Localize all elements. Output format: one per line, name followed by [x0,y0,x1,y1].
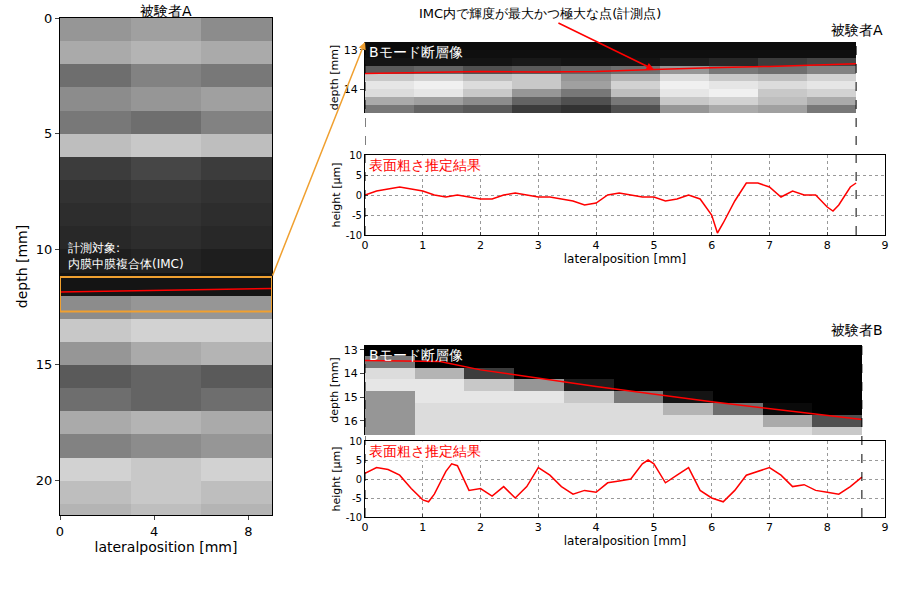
svg-text:8: 8 [824,239,831,252]
svg-text:9: 9 [882,521,889,534]
svg-text:15: 15 [36,357,53,372]
svg-text:5: 5 [650,521,657,534]
svg-text:7: 7 [766,521,773,534]
svg-text:-10: -10 [346,230,362,241]
svg-text:0: 0 [356,474,362,485]
svg-text:-5: -5 [352,493,362,504]
svg-text:0: 0 [44,11,52,26]
svg-text:depth [mm]: depth [mm] [328,45,341,111]
svg-text:5: 5 [356,455,362,466]
svg-text:13: 13 [344,344,358,357]
svg-text:-5: -5 [352,210,362,221]
svg-text:1: 1 [419,521,426,534]
svg-text:計測対象:内膜中膜複合体(IMC): 計測対象:内膜中膜複合体(IMC) [68,241,184,271]
svg-text:3: 3 [535,239,542,252]
svg-text:6: 6 [708,521,715,534]
svg-text:20: 20 [36,473,53,488]
svg-text:被験者A: 被験者A [831,22,883,38]
svg-text:-10: -10 [346,512,362,523]
svg-text:被験者B: 被験者B [831,322,883,338]
svg-text:lateralposition [mm]: lateralposition [mm] [564,252,686,266]
svg-text:15: 15 [344,391,358,404]
svg-text:4: 4 [150,524,158,539]
svg-text:5: 5 [356,170,362,181]
svg-text:depth [mm]: depth [mm] [328,357,341,423]
svg-text:Bモード断層像: Bモード断層像 [369,347,463,363]
svg-text:lateralposition [mm]: lateralposition [mm] [564,534,686,548]
svg-text:10: 10 [349,436,362,447]
svg-text:height [μm]: height [μm] [330,447,343,512]
svg-text:3: 3 [535,521,542,534]
svg-text:1: 1 [419,239,426,252]
svg-text:lateralposition [mm]: lateralposition [mm] [95,539,238,555]
svg-text:13: 13 [344,44,358,57]
svg-text:2: 2 [477,239,484,252]
svg-text:8: 8 [824,521,831,534]
svg-text:5: 5 [44,126,52,141]
svg-text:depth [mm]: depth [mm] [14,225,30,308]
svg-text:10: 10 [36,242,53,257]
svg-text:被験者A: 被験者A [140,3,192,19]
svg-text:0: 0 [362,239,369,252]
svg-text:Bモード断層像: Bモード断層像 [369,44,463,60]
svg-text:10: 10 [349,150,362,161]
svg-text:9: 9 [882,239,889,252]
svg-text:16: 16 [344,415,358,428]
svg-text:4: 4 [593,521,600,534]
svg-text:6: 6 [708,239,715,252]
svg-text:表面粗さ推定結果: 表面粗さ推定結果 [369,157,481,173]
svg-text:height [μm]: height [μm] [330,163,343,228]
svg-text:5: 5 [650,239,657,252]
svg-text:14: 14 [344,83,358,96]
svg-text:0: 0 [356,190,362,201]
svg-text:2: 2 [477,521,484,534]
svg-text:IMC内で輝度が最大かつ極大な点(計測点): IMC内で輝度が最大かつ極大な点(計測点) [419,6,661,21]
svg-text:7: 7 [766,239,773,252]
svg-text:0: 0 [362,521,369,534]
svg-text:4: 4 [593,239,600,252]
svg-text:14: 14 [344,367,358,380]
svg-text:8: 8 [244,524,252,539]
svg-text:0: 0 [56,524,64,539]
svg-text:表面粗さ推定結果: 表面粗さ推定結果 [369,443,481,459]
